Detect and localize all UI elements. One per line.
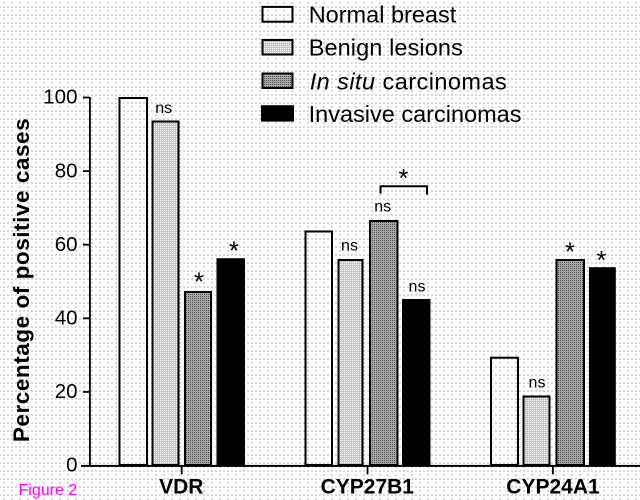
svg-text:Benign lesions: Benign lesions <box>309 35 463 61</box>
svg-text:*: * <box>597 247 607 275</box>
svg-text:Normal breast: Normal breast <box>309 1 457 27</box>
svg-text:Figure 2: Figure 2 <box>19 482 78 499</box>
svg-text:0: 0 <box>66 454 77 477</box>
svg-text:20: 20 <box>55 380 78 403</box>
svg-text:ns: ns <box>409 279 426 296</box>
svg-text:ns: ns <box>374 199 391 216</box>
svg-text:ns: ns <box>341 238 358 255</box>
svg-text:*: * <box>399 165 409 193</box>
svg-text:ns: ns <box>155 100 172 117</box>
svg-text:*: * <box>565 238 575 266</box>
svg-text:60: 60 <box>55 233 78 256</box>
svg-text:CYP24A1: CYP24A1 <box>506 476 600 499</box>
svg-text:Percentage of positive cases: Percentage of positive cases <box>9 118 34 442</box>
svg-text:*: * <box>194 268 204 296</box>
svg-text:*: * <box>229 237 239 265</box>
svg-text:ns: ns <box>529 375 546 392</box>
svg-text:VDR: VDR <box>159 476 203 499</box>
svg-text:40: 40 <box>55 307 78 330</box>
svg-text:CYP27B1: CYP27B1 <box>321 476 415 499</box>
svg-text:100: 100 <box>43 86 77 109</box>
svg-text:In situ carcinomas: In situ carcinomas <box>310 69 508 95</box>
svg-text:Invasive carcinomas: Invasive carcinomas <box>309 101 522 127</box>
svg-text:80: 80 <box>55 159 78 182</box>
